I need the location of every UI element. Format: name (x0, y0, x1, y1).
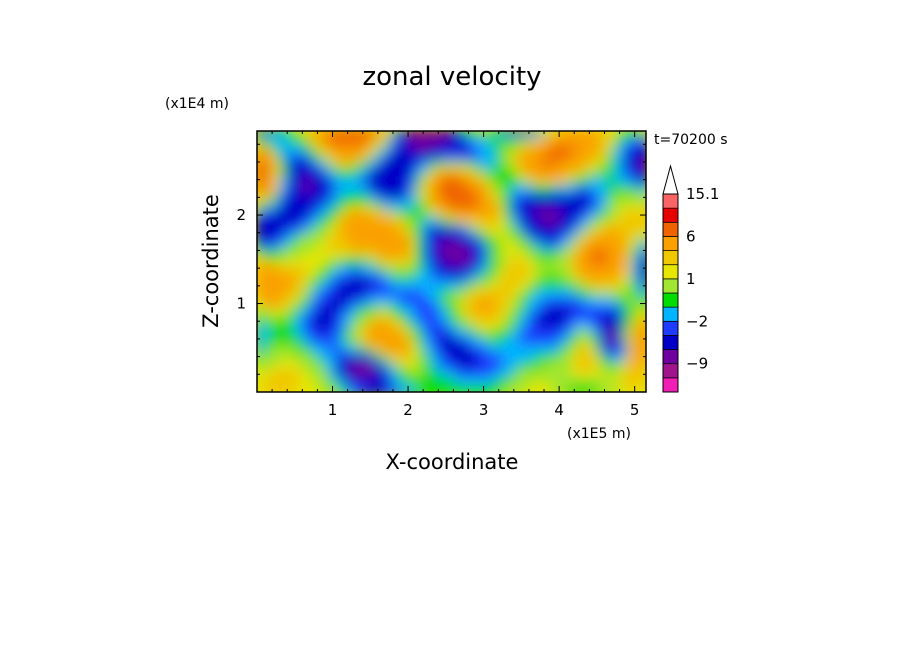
colorbar-box (662, 193, 679, 209)
time-label: t=70200 s (654, 132, 728, 148)
colorbar-box (662, 236, 679, 251)
x-axis: 1 2 3 4 5 (271, 131, 640, 419)
colorbar-box (662, 349, 679, 365)
x-axis-title: X-coordinate (386, 450, 519, 474)
colorbar-label: 15.1 (686, 185, 719, 203)
plot-area (257, 131, 646, 392)
y-unit-label: (x1E4 m) (165, 96, 229, 112)
y-axis: 12 (236, 143, 646, 375)
x-tick-label: 3 (479, 401, 489, 419)
colorbar-box (662, 363, 679, 379)
colorbar-extend-arrow (662, 164, 679, 195)
colorbar-box (662, 306, 679, 322)
colorbar: 15.1 6 1 −2 −9 (662, 164, 719, 393)
colorbar-box (662, 264, 679, 280)
colorbar-box (662, 278, 679, 294)
colorbar-label: −2 (686, 312, 708, 330)
y-axis-title: Z-coordinate (199, 194, 223, 328)
x-tick-label: 2 (403, 401, 413, 419)
x-tick-label: 1 (328, 401, 338, 419)
chart-title: zonal velocity (362, 62, 541, 92)
colorbar-label: 1 (686, 270, 696, 288)
colorbar-box (662, 377, 679, 393)
x-unit-label: (x1E5 m) (567, 426, 631, 442)
y-tick-label: 1 (236, 295, 246, 313)
colorbar-box (662, 292, 679, 308)
colorbar-box (662, 207, 679, 223)
x-tick-label: 5 (630, 401, 640, 419)
colorbar-box (662, 221, 679, 237)
plot-frame (256, 130, 647, 393)
colorbar-box (662, 320, 679, 336)
colorbar-label: −9 (686, 355, 708, 373)
colorbar-frame (662, 193, 679, 393)
colorbar-box (662, 250, 679, 266)
colorbar-label: 6 (686, 227, 696, 245)
x-tick-label: 4 (554, 401, 564, 419)
colorbar-box (662, 335, 679, 350)
y-tick-label: 2 (236, 206, 246, 224)
